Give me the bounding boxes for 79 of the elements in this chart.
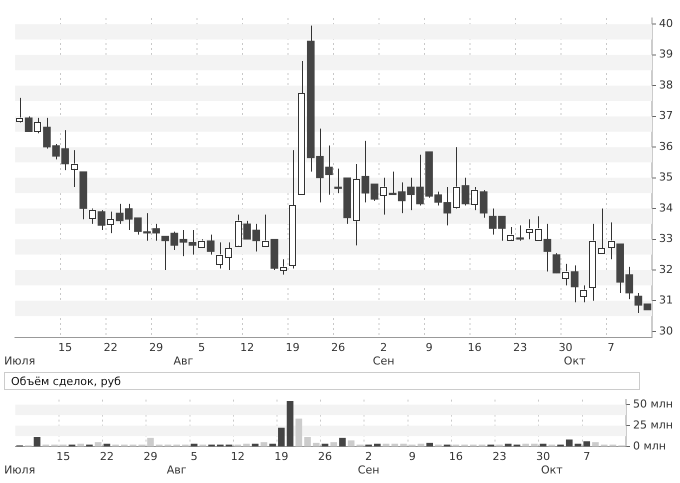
y-tick-label: 25 млн [632, 418, 673, 432]
y-tick-label: 33 [659, 232, 674, 246]
bar [252, 444, 259, 446]
bar [243, 444, 250, 446]
x-tick-label: 30 [558, 341, 573, 354]
y-tick-label: 39 [659, 48, 674, 61]
bar [330, 442, 338, 446]
bar [540, 444, 546, 446]
y-tick-label: 32 [659, 262, 674, 276]
bar [522, 444, 529, 446]
bar [418, 444, 424, 446]
x-tick-label: 7 [583, 450, 590, 464]
x-tick-label: 26 [331, 341, 346, 354]
x-tick-label: Июля [4, 463, 36, 476]
bar [374, 444, 381, 446]
y-tick-label: 50 млн [632, 397, 673, 410]
bar [77, 444, 84, 446]
x-tick-label: 16 [468, 341, 482, 354]
x-tick-label: 5 [190, 450, 198, 464]
bar [104, 444, 110, 446]
x-tick-label: 15 [56, 450, 70, 464]
x-tick-label: 12 [230, 450, 245, 464]
x-tick-label: 15 [58, 341, 72, 354]
x-tick-label: Авг [166, 463, 187, 476]
y-tick-label: 37 [659, 109, 674, 122]
x-tick-label: 16 [448, 450, 463, 464]
x-tick-label: 29 [143, 450, 158, 464]
y-tick-label: 34 [659, 201, 674, 214]
bar [348, 440, 354, 446]
bar [574, 444, 582, 446]
x-tick-label: 9 [426, 341, 433, 354]
bar [322, 444, 328, 446]
candlestick [480, 190, 488, 218]
x-tick-label: 22 [104, 341, 118, 354]
x-tick-label: 23 [492, 450, 506, 464]
bar [583, 441, 590, 446]
bar [339, 438, 346, 446]
bar [260, 442, 268, 446]
x-tick-label: 19 [286, 341, 300, 354]
bar [426, 442, 434, 446]
bar [592, 442, 599, 446]
x-tick-label: Окт [564, 354, 586, 368]
bar [278, 428, 285, 446]
y-tick-label: 30 [659, 324, 674, 338]
x-tick-label: 2 Сен [358, 450, 380, 476]
candlestick [206, 234, 215, 256]
chart-title: Объём сделок, руб [4, 372, 640, 390]
x-tick-label: 19 [274, 450, 288, 464]
bar [286, 400, 294, 446]
bar [295, 418, 302, 446]
x-tick-label: 23 [513, 341, 528, 354]
candlestick [570, 264, 578, 303]
bar [190, 444, 198, 446]
x-tick-label: Окт [540, 463, 564, 476]
bar [382, 444, 390, 446]
y-tick-label: 35 [659, 170, 674, 184]
x-tick-label: 26 [318, 450, 332, 464]
x-tick-label: 9 [408, 450, 416, 464]
x-tick-label: 22 [100, 450, 114, 464]
y-tick-label: 38 [659, 78, 674, 92]
bar [34, 437, 40, 446]
x-tick-label: Авг [174, 354, 194, 368]
y-tick-label: 40 [659, 17, 674, 30]
bar [566, 440, 573, 446]
x-tick-label: 29 [149, 341, 164, 354]
x-tick-label: 30 [536, 450, 550, 464]
y-tick-label: 31 [659, 294, 674, 307]
bar [269, 444, 276, 446]
x-tick-label: 7 [608, 341, 615, 354]
x-tick-label: 5 [198, 341, 206, 354]
x-tick-label: 2 Сен [372, 341, 394, 368]
candlestick [516, 224, 524, 242]
bar [504, 444, 512, 446]
bar [391, 444, 398, 446]
x-tick-label: Июля [4, 354, 36, 368]
bar [304, 437, 311, 446]
x-tick-label: 12 [240, 341, 254, 354]
y-tick-label: 0 млн [632, 439, 666, 452]
y-tick-label: 36 [659, 140, 674, 153]
